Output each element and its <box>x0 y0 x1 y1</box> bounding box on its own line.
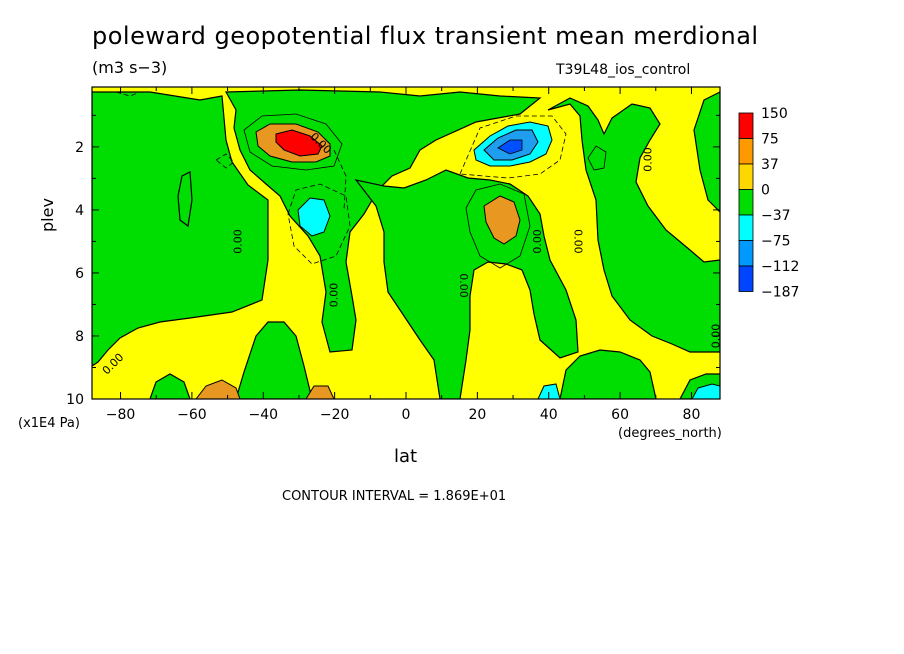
legend-label: −75 <box>761 234 791 250</box>
thin-contour <box>587 145 607 171</box>
legend-label: 0 <box>761 183 770 199</box>
chart-title: poleward geopotential flux transient mea… <box>92 22 759 50</box>
x-tick-label: 40 <box>540 407 558 423</box>
legend-swatch <box>738 163 754 190</box>
legend-label: −37 <box>761 208 791 224</box>
x-tick-label: 80 <box>683 407 701 423</box>
x-tick-label: 60 <box>611 407 629 423</box>
field-negative-mid-region <box>537 383 561 399</box>
contour-label: 0.00 <box>328 283 341 308</box>
thin-contour <box>465 183 531 269</box>
contour-field <box>92 87 720 399</box>
y-tick-label: 4 <box>75 203 84 219</box>
legend-label: −187 <box>761 285 799 301</box>
y-axis-units: (x1E4 Pa) <box>18 416 80 431</box>
field-negative-mid-region <box>691 383 720 399</box>
field-positive-high-region <box>275 129 323 157</box>
y-tick-label: 6 <box>75 266 84 282</box>
legend-swatch <box>738 189 754 216</box>
x-tick-label: −20 <box>320 407 350 423</box>
contour-label: 0.00 <box>531 229 544 254</box>
field-negative-region <box>693 91 720 213</box>
legend-label: −112 <box>761 259 799 275</box>
legend-label: 150 <box>761 106 788 122</box>
contour-label: 0.00 <box>571 229 584 254</box>
dashed-contour <box>287 183 351 265</box>
legend-label: 37 <box>761 157 779 173</box>
dashed-contour <box>459 115 567 179</box>
contour-interval: CONTOUR INTERVAL = 1.869E+01 <box>282 489 507 504</box>
legend-swatch <box>738 240 754 267</box>
x-axis: −80 −60 −40 −20 0 20 40 60 80 <box>106 87 701 423</box>
run-label: T39L48_ios_control <box>556 62 691 78</box>
thin-contour <box>243 113 343 171</box>
contour-label: 0.00 <box>231 229 244 254</box>
legend-swatch <box>738 112 754 139</box>
legend-swatch <box>738 265 754 292</box>
field-negative-mid-region <box>297 197 331 237</box>
legend-swatch <box>738 214 754 241</box>
x-axis-label: lat <box>394 446 418 467</box>
contour-label: 0.00 <box>642 147 655 172</box>
chart-units: (m3 s−3) <box>92 58 168 77</box>
field-positive-mid-region <box>195 379 241 399</box>
dashed-contour <box>333 149 347 211</box>
x-tick-label: −60 <box>177 407 207 423</box>
x-tick-label: 20 <box>468 407 486 423</box>
field-negative-region <box>177 171 193 228</box>
field-negative-region <box>149 373 191 399</box>
x-tick-label: −80 <box>106 407 136 423</box>
field-negative-region <box>235 321 313 399</box>
contour-label: 0.00 <box>457 273 470 298</box>
color-legend: 150 75 37 0 −37 −75 −112 −187 <box>738 106 799 301</box>
field-positive-mid-region <box>305 385 335 399</box>
field-negative-region <box>354 169 579 399</box>
x-tick-label: 0 <box>402 407 411 423</box>
field-negative-region <box>92 91 269 367</box>
field-negative-max-region <box>497 139 523 155</box>
y-tick-label: 10 <box>66 392 84 408</box>
field-negative-region <box>559 349 657 399</box>
y-tick-label: 2 <box>75 140 84 156</box>
field-positive-mid-region <box>483 195 521 245</box>
field-negative-region <box>547 97 720 353</box>
legend-swatch <box>738 138 754 165</box>
y-tick-label: 8 <box>75 329 84 345</box>
y-axis: 2 4 6 8 10 <box>66 114 720 408</box>
x-axis-units: (degrees_north) <box>618 426 722 441</box>
x-tick-label: −40 <box>248 407 278 423</box>
legend-label: 75 <box>761 132 779 148</box>
